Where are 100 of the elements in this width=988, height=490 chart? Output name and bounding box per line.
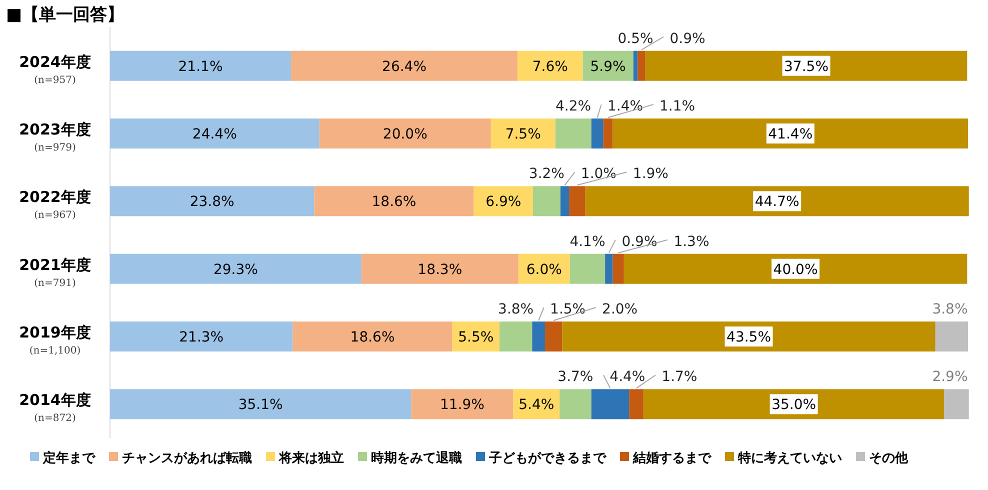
bar	[645, 50, 968, 81]
bar	[532, 322, 546, 352]
data-label: 6.0%	[526, 262, 562, 278]
y-tick-label: 2019年度 (n=1,100)	[19, 324, 91, 356]
data-label: 18.6%	[350, 330, 395, 346]
bar	[110, 322, 293, 352]
y-tick-label: 2021年度 (n=791)	[19, 256, 91, 289]
data-label: 3.8%	[498, 302, 534, 318]
bar	[560, 389, 592, 420]
bar	[292, 322, 452, 352]
data-label: 35.1%	[238, 397, 283, 414]
data-label: 0.5%	[618, 30, 654, 47]
bar	[545, 322, 562, 352]
data-label: 29.3%	[213, 262, 258, 278]
bar	[291, 50, 518, 81]
bar	[411, 389, 514, 420]
bar	[314, 186, 474, 216]
bar	[612, 118, 968, 148]
data-label: 5.4%	[518, 397, 554, 414]
data-label: 43.5%	[726, 330, 772, 346]
bar	[629, 389, 644, 420]
data-label: 1.7%	[662, 369, 698, 386]
data-label: 1.4%	[608, 98, 644, 114]
bar	[518, 254, 570, 284]
bar	[110, 50, 292, 81]
y-tick-label: 2022年度 (n=967)	[19, 188, 91, 222]
bar	[560, 186, 570, 216]
data-label: 21.3%	[179, 330, 224, 346]
data-label: 4.1%	[570, 234, 606, 250]
data-label: 6.9%	[486, 194, 522, 210]
chart-title: ■【単一回答】	[6, 5, 124, 25]
bar	[633, 50, 638, 81]
data-label: 3.7%	[558, 369, 594, 386]
y-tick-label: 2024年度 (n=957)	[19, 52, 91, 86]
data-label: 24.4%	[192, 126, 237, 142]
data-label: 35.0%	[772, 397, 816, 414]
data-label: 26.4%	[382, 58, 427, 75]
legend-label: 特に考えていない	[737, 451, 842, 466]
data-label: 5.5%	[458, 330, 494, 346]
bar	[638, 50, 646, 81]
data-label: 2.9%	[932, 369, 968, 386]
legend-label: 結婚するまで	[632, 451, 712, 466]
data-label: 1.9%	[632, 166, 669, 182]
data-label: 18.3%	[418, 262, 462, 278]
bar	[110, 118, 320, 148]
data-label: 1.5%	[550, 302, 586, 318]
bar	[474, 186, 533, 216]
bar	[605, 254, 613, 284]
bar	[110, 389, 412, 420]
bar	[361, 254, 518, 284]
legend-label: 将来は独立	[278, 450, 344, 466]
data-label: 2.0%	[602, 302, 638, 318]
bar	[110, 186, 314, 216]
data-label: 41.4%	[768, 126, 813, 142]
bar	[612, 254, 624, 284]
data-label: 20.0%	[382, 126, 428, 142]
y-tick-label: 2023年度 (n=979)	[19, 120, 91, 154]
bar	[644, 389, 944, 420]
data-label: 1.3%	[674, 234, 710, 250]
legend-label: チャンスがあれば転職	[122, 450, 252, 466]
bar	[582, 50, 634, 81]
data-label: 44.7%	[754, 194, 800, 210]
data-label: 7.5%	[505, 126, 541, 142]
data-label: 4.4%	[610, 369, 646, 386]
data-label: 4.2%	[556, 98, 592, 114]
bar	[562, 322, 936, 352]
data-label: 3.8%	[932, 302, 968, 318]
bar	[935, 322, 968, 352]
data-label: 40.0%	[773, 262, 818, 278]
bar	[490, 118, 556, 148]
bar	[624, 254, 968, 284]
bar	[591, 389, 630, 420]
bar	[532, 186, 560, 216]
legend-label: その他	[869, 451, 909, 466]
bar	[555, 118, 592, 148]
legend-label: 子どもができるまで	[488, 451, 607, 466]
legend-label: 時期をみて退職	[371, 450, 462, 466]
data-label: 23.8%	[190, 194, 234, 210]
data-label: 1.0%	[580, 166, 617, 182]
data-label: 3.2%	[528, 166, 565, 182]
bar	[591, 118, 604, 148]
data-label: 21.1%	[178, 58, 223, 75]
data-label: 0.9%	[622, 234, 658, 250]
data-label: 5.9%	[590, 58, 626, 75]
data-label: 7.6%	[532, 58, 568, 75]
bar	[603, 118, 613, 148]
data-label: 18.6%	[372, 194, 416, 210]
bar	[569, 186, 586, 216]
bar	[518, 50, 583, 81]
bar	[110, 254, 362, 284]
legend-label: 定年まで	[42, 450, 96, 466]
bar	[500, 322, 532, 352]
data-label: 0.9%	[670, 30, 706, 47]
data-label: 1.1%	[660, 98, 696, 114]
bar	[452, 322, 500, 352]
data-label: 11.9%	[440, 397, 484, 414]
bar	[570, 254, 606, 284]
y-tick-label: 2014年度 (n=872)	[19, 391, 91, 424]
data-label: 37.5%	[784, 58, 829, 75]
bar	[585, 186, 969, 216]
